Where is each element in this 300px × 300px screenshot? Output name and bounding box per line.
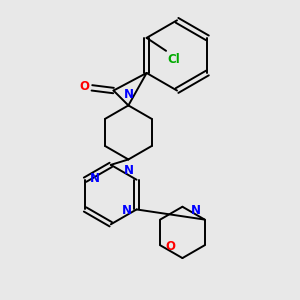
Text: N: N [123, 164, 134, 176]
Text: N: N [123, 88, 134, 101]
Text: N: N [90, 172, 100, 185]
Text: O: O [79, 80, 89, 93]
Text: N: N [122, 204, 132, 217]
Text: Cl: Cl [167, 53, 180, 66]
Text: O: O [165, 240, 175, 253]
Text: N: N [190, 204, 201, 217]
